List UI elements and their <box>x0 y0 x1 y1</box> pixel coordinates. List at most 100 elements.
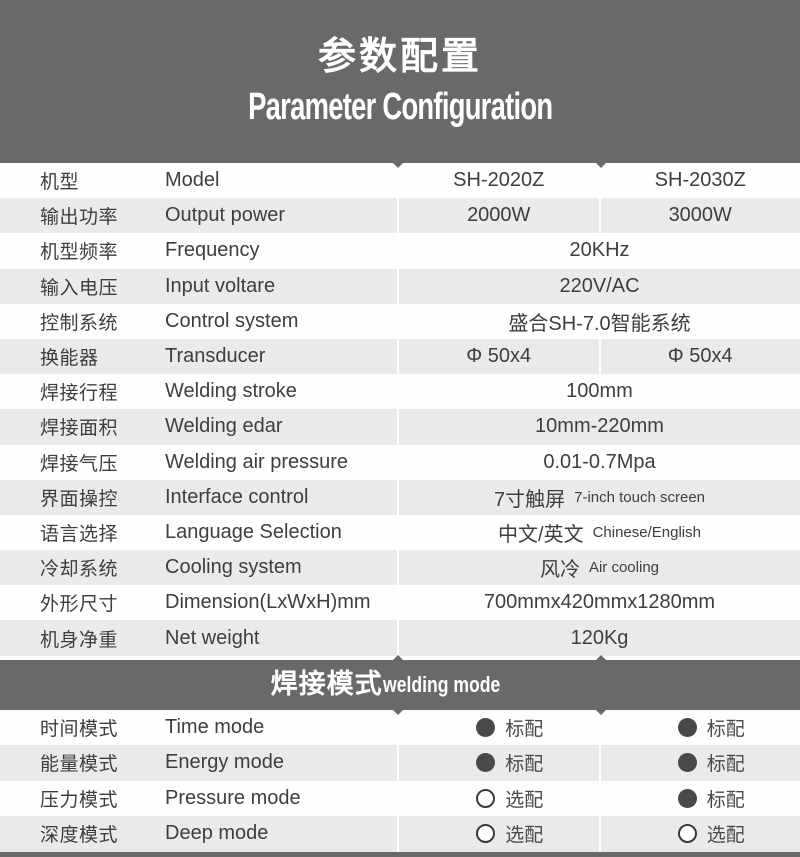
table-row-air-pressure: 焊接气压 Welding air pressure 0.01-0.7Mpa <box>0 444 800 480</box>
spec-label-en: Welding edar <box>165 415 283 438</box>
spec-label-zh: 语言选择 <box>40 523 119 545</box>
table-row-dimension: 外形尺寸 Dimension(LxWxH)mm 700mmx420mmx1280… <box>0 585 800 621</box>
table-row-output-power: 输出功率 Output power 2000W 3000W <box>0 198 800 234</box>
spec-value-span: 100mm <box>566 380 633 403</box>
table-row-input-voltage: 输入电压 Input voltare 220V/AC <box>0 268 800 304</box>
spec-values: 120Kg <box>397 620 800 656</box>
column-tick-icon <box>393 709 403 715</box>
spec-label-zh: 机身净重 <box>40 629 119 651</box>
column-tick-icon <box>596 709 606 715</box>
mode-label-en: Pressure mode <box>165 786 301 809</box>
spec-label-en: Dimension(LxWxH)mm <box>165 591 371 614</box>
spec-value-zh: 中文/英文 <box>498 523 584 546</box>
mode-label-zh: 压力模式 <box>40 789 119 811</box>
mode-values: 标配 标配 <box>397 709 800 746</box>
spec-label-en: Output power <box>165 204 286 227</box>
spec-label-zh: 输入电压 <box>40 277 119 299</box>
mode-values: 标配 标配 <box>397 745 800 781</box>
page-header: 参数配置 Parameter Configuration <box>0 0 800 168</box>
mode-state-icon <box>476 717 496 737</box>
mode-state-label: 标配 <box>706 718 745 740</box>
mode-option-col1: 选配 <box>399 781 599 817</box>
table-row-net-weight: 机身净重 Net weight 120Kg <box>0 620 800 656</box>
spec-label-zh: 外形尺寸 <box>40 594 119 616</box>
spec-values: 盛合SH-7.0智能系统 <box>397 303 800 339</box>
mode-label-zh: 深度模式 <box>40 825 119 847</box>
spec-value-span: 7寸触屏 7-inch touch screen <box>399 480 800 515</box>
mode-table: 时间模式 Time mode 标配 标配 能量模式 Energy mode 标配… <box>0 709 800 852</box>
mode-state-label: 标配 <box>505 718 544 740</box>
mode-state-label: 标配 <box>505 754 544 776</box>
spec-value-span: 700mmx420mmx1280mm <box>483 591 716 614</box>
column-tick-icon <box>393 654 403 660</box>
column-tick-icon <box>596 163 606 168</box>
mode-state-icon <box>677 824 697 844</box>
spec-values: 2000W 3000W <box>397 198 800 234</box>
mode-state-icon <box>677 753 697 773</box>
spec-label-en: Transducer <box>165 345 266 368</box>
spec-value-span: 盛合SH-7.0智能系统 <box>508 312 691 335</box>
table-row-time-mode: 时间模式 Time mode 标配 标配 <box>0 709 800 746</box>
spec-value-col1: Φ 50x4 <box>466 345 532 368</box>
spec-values: 7寸触屏 7-inch touch screen <box>397 479 800 515</box>
mode-values: 选配 标配 <box>397 780 800 817</box>
mode-option-col2: 选配 <box>598 816 800 852</box>
page-title-en: Parameter Configuration <box>247 85 553 128</box>
spec-label-zh: 输出功率 <box>40 207 119 229</box>
spec-label-zh: 控制系统 <box>40 312 119 334</box>
spec-value-span: 风冷 Air cooling <box>399 550 800 585</box>
mode-label-en: Deep mode <box>165 822 269 845</box>
table-row-interface-control: 界面操控 Interface control 7寸触屏 7-inch touch … <box>0 479 800 515</box>
page-title-zh: 参数配置 <box>317 35 482 78</box>
spec-values: 风冷 Air cooling <box>397 550 800 586</box>
spec-value-zh: 7寸触屏 <box>493 488 566 511</box>
welding-mode-header: 焊接模式 welding mode <box>0 654 800 715</box>
spec-label-zh: 机型频率 <box>40 242 119 264</box>
spec-values: 700mmx420mmx1280mm <box>397 585 800 621</box>
spec-value-col2: SH-2030Z <box>598 163 800 199</box>
table-row-energy-mode: 能量模式 Energy mode 标配 标配 <box>0 745 800 781</box>
table-row-frequency: 机型频率 Frequency 20KHz <box>0 233 800 269</box>
spec-value-span: 0.01-0.7Mpa <box>543 450 656 473</box>
spec-label-zh: 冷却系统 <box>40 559 119 581</box>
spec-label-zh: 界面操控 <box>40 488 119 510</box>
spec-value-span: 中文/英文 Chinese/English <box>399 515 800 550</box>
spec-label-en: Welding stroke <box>165 380 297 403</box>
column-tick-icon <box>393 163 403 168</box>
mode-state-label: 选配 <box>505 789 544 811</box>
spec-value-col2: 3000W <box>598 198 800 234</box>
spec-values: 中文/英文 Chinese/English <box>397 514 800 551</box>
spec-values: 0.01-0.7Mpa <box>397 444 800 480</box>
mode-state-icon <box>476 788 496 808</box>
spec-values: 100mm <box>397 374 800 410</box>
spec-value-zh: 风冷 <box>539 559 580 582</box>
mode-option-col1: 选配 <box>399 816 599 852</box>
mode-label-en: Time mode <box>165 715 265 738</box>
spec-label-en: Welding air pressure <box>165 450 349 473</box>
spec-values: SH-2020Z SH-2030Z <box>397 163 800 199</box>
spec-value-span: 220V/AC <box>559 274 640 297</box>
spec-label-zh: 机型 <box>40 172 80 194</box>
spec-value-en-sub: 7-inch touch screen <box>574 488 706 506</box>
mode-option-col2: 标配 <box>598 780 800 817</box>
spec-value-en-sub: Air cooling <box>588 559 660 577</box>
spec-label-en: Input voltare <box>165 274 276 297</box>
spec-label-en: Frequency <box>165 239 260 262</box>
table-row-welding-area: 焊接面积 Welding edar 10mm-220mm <box>0 409 800 445</box>
spec-label-en: Model <box>165 169 220 192</box>
mode-option-col2: 标配 <box>598 745 800 781</box>
mode-values: 选配 选配 <box>397 816 800 852</box>
spec-label-zh: 焊接气压 <box>40 453 119 475</box>
spec-label-zh: 换能器 <box>40 348 99 370</box>
column-tick-icon <box>596 654 606 660</box>
mode-label-zh: 时间模式 <box>40 718 119 740</box>
mode-label-en: Energy mode <box>165 751 284 774</box>
mode-option-col1: 标配 <box>399 745 599 781</box>
spec-value-col1: SH-2020Z <box>453 169 545 192</box>
spec-value-span: 20KHz <box>569 239 630 262</box>
mode-option-col2: 标配 <box>598 709 800 746</box>
spec-label-en: Net weight <box>165 626 260 649</box>
spec-table: 机型 Model SH-2020Z SH-2030Z 输出功率 Output p… <box>0 163 800 656</box>
spec-value-en-sub: Chinese/English <box>592 523 701 541</box>
mode-state-label: 选配 <box>505 825 544 847</box>
